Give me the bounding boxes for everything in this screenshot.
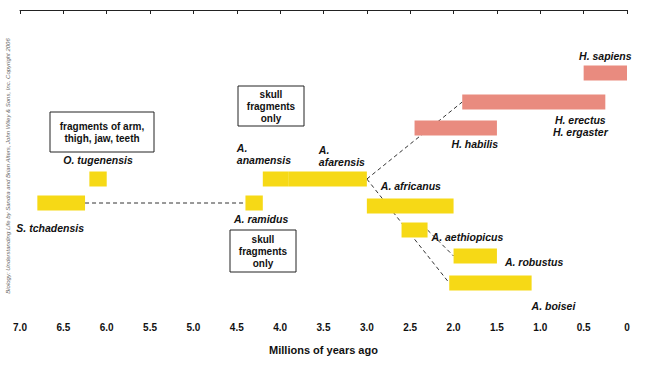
svg-text:O. tugenensis: O. tugenensis — [63, 154, 133, 166]
svg-text:7.0: 7.0 — [13, 322, 27, 333]
svg-text:skull: skull — [260, 89, 283, 100]
svg-text:fragments: fragments — [239, 246, 288, 257]
svg-text:2.0: 2.0 — [447, 322, 461, 333]
svg-text:A. boisei: A. boisei — [531, 300, 577, 312]
svg-text:Biology: Understanding Life by: Biology: Understanding Life by Sandra an… — [5, 38, 11, 294]
svg-text:1.5: 1.5 — [490, 322, 504, 333]
svg-text:fragments of arm,: fragments of arm, — [60, 121, 145, 132]
svg-text:A. ramidus: A. ramidus — [233, 213, 288, 225]
svg-text:3.0: 3.0 — [360, 322, 374, 333]
svg-text:only: only — [261, 113, 282, 124]
svg-text:only: only — [253, 258, 274, 269]
svg-text:A.: A. — [236, 142, 248, 154]
svg-text:4.5: 4.5 — [230, 322, 244, 333]
svg-text:H. sapiens: H. sapiens — [579, 50, 632, 62]
svg-text:6.5: 6.5 — [56, 322, 70, 333]
svg-text:H. habilis: H. habilis — [451, 138, 498, 150]
svg-text:anamensis: anamensis — [237, 154, 291, 166]
svg-text:thigh, jaw, teeth: thigh, jaw, teeth — [64, 133, 139, 144]
svg-text:H. erectus: H. erectus — [555, 114, 606, 126]
svg-text:A.: A. — [318, 144, 330, 156]
svg-text:4.0: 4.0 — [273, 322, 287, 333]
svg-text:A. africanus: A. africanus — [380, 180, 441, 192]
svg-text:A. robustus: A. robustus — [504, 256, 563, 268]
svg-text:Millions of years ago: Millions of years ago — [269, 344, 378, 356]
svg-text:5.0: 5.0 — [186, 322, 200, 333]
svg-text:skull: skull — [252, 234, 275, 245]
svg-text:2.5: 2.5 — [403, 322, 417, 333]
svg-text:1.0: 1.0 — [533, 322, 547, 333]
svg-text:0.5: 0.5 — [577, 322, 591, 333]
svg-text:afarensis: afarensis — [319, 156, 365, 168]
svg-text:S. tchadensis: S. tchadensis — [16, 222, 84, 234]
svg-text:0: 0 — [624, 322, 630, 333]
svg-text:3.5: 3.5 — [317, 322, 331, 333]
svg-text:fragments: fragments — [247, 101, 296, 112]
svg-text:6.0: 6.0 — [100, 322, 114, 333]
svg-text:H. ergaster: H. ergaster — [553, 126, 609, 138]
svg-text:A. aethiopicus: A. aethiopicus — [431, 231, 504, 243]
svg-text:5.5: 5.5 — [143, 322, 157, 333]
